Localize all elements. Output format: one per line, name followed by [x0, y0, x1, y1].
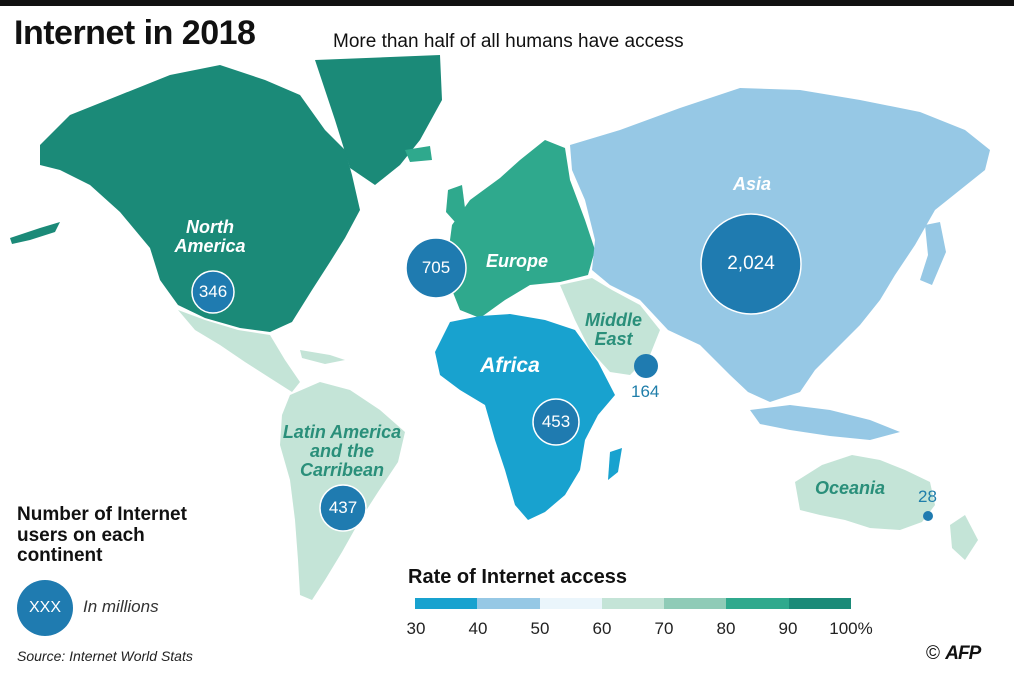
scale-swatch — [664, 598, 727, 609]
scale-tick: 100% — [829, 619, 873, 638]
scale-swatch — [415, 598, 478, 609]
bubble-north-america — [191, 270, 235, 314]
bubble-oceania — [923, 511, 933, 521]
scale-swatch — [477, 598, 540, 609]
page-subtitle: More than half of all humans have access — [333, 31, 684, 52]
label-latin-america: Latin America and the Carribean — [282, 422, 402, 480]
australia-shape — [795, 455, 935, 530]
scale-tick: 70 — [654, 619, 674, 638]
value-asia: 2,024 — [727, 253, 775, 274]
bubble-asia — [700, 213, 802, 315]
iceland-shape — [405, 146, 432, 162]
legend-title: Number of Internet users on each contine… — [17, 504, 187, 567]
scale-swatch — [539, 598, 602, 609]
bubble-europe — [405, 237, 467, 299]
source-note: Source: Internet World Stats — [17, 648, 193, 664]
alaska-shape — [10, 222, 60, 244]
label-asia: Asia — [732, 174, 772, 194]
value-north-america: 346 — [198, 282, 228, 301]
scale-tick: 90 — [778, 619, 798, 638]
madagascar-shape — [608, 448, 622, 480]
scale-tick: 50 — [530, 619, 550, 638]
legend-bubble-sample: XXX — [28, 599, 61, 616]
label-europe: Europe — [485, 251, 548, 271]
label-north-america: North America — [174, 217, 246, 256]
uk-shape — [446, 185, 465, 222]
central-america-shape — [178, 310, 300, 392]
scale-swatch — [726, 598, 789, 609]
value-africa: 453 — [541, 412, 571, 431]
bubble-middle-east — [634, 354, 658, 378]
label-oceania: Oceania — [814, 478, 886, 498]
caribbean-shape — [300, 350, 345, 364]
legend-bubble: XXX — [17, 580, 73, 636]
page-title: Internet in 2018 — [14, 14, 256, 52]
value-latin-america: 437 — [328, 498, 358, 517]
agency-credit: © AFP — [926, 643, 981, 665]
legend-unit: In millions — [83, 597, 159, 616]
africa-shape — [435, 314, 615, 520]
north-america-shape — [40, 65, 360, 332]
bubble-latin-america — [319, 484, 367, 532]
greenland-shape — [315, 55, 442, 185]
scale-tick: 80 — [716, 619, 736, 638]
bubble-africa — [532, 398, 580, 446]
japan-shape — [920, 222, 946, 285]
top-bar — [0, 0, 1014, 6]
value-oceania: 28 — [918, 487, 937, 506]
label-middle-east: Middle East — [585, 310, 642, 349]
label-africa: Africa — [480, 354, 540, 377]
agency-name: AFP — [945, 643, 981, 664]
color-scale — [415, 598, 851, 609]
middle-east-shape — [560, 278, 660, 375]
europe-shape — [448, 140, 595, 318]
copyright-symbol: © — [926, 643, 940, 664]
scale-tick: 40 — [468, 619, 488, 638]
value-europe: 705 — [421, 258, 451, 277]
scale-tick: 30 — [406, 619, 426, 638]
new-zealand-shape — [950, 515, 978, 560]
southeast-asia-shape — [750, 405, 900, 440]
scale-swatch — [788, 598, 851, 609]
scale-title: Rate of Internet access — [408, 566, 627, 588]
scale-tick: 60 — [592, 619, 612, 638]
value-middle-east: 164 — [631, 382, 660, 401]
scale-swatch — [601, 598, 665, 609]
